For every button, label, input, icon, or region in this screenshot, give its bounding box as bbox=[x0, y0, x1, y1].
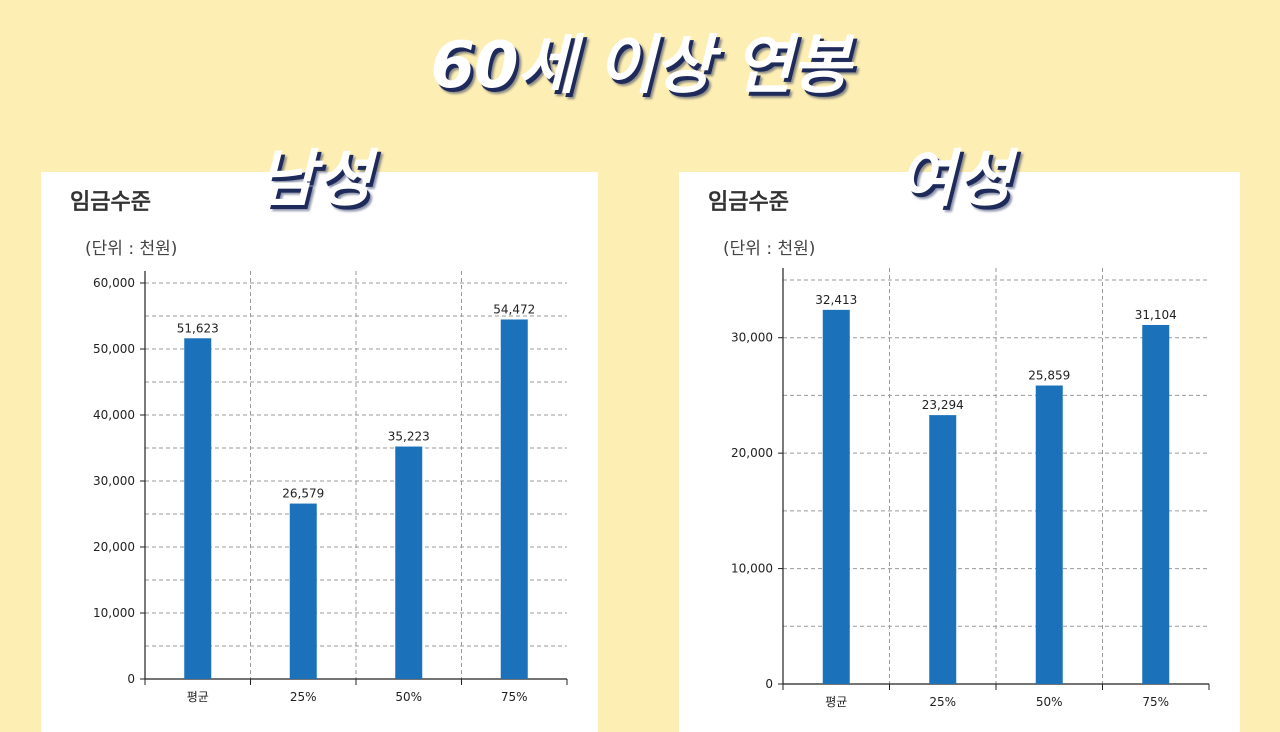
female-y-tick-label: 30,000 bbox=[731, 331, 773, 345]
female-y-tick-label: 0 bbox=[765, 677, 773, 691]
male-category-label: 75% bbox=[501, 690, 528, 704]
female-chart-title: 임금수준 bbox=[708, 190, 789, 215]
male-category-label: 평균 bbox=[187, 690, 209, 704]
female-value-label: 25,859 bbox=[1028, 369, 1070, 383]
female-value-label: 31,104 bbox=[1135, 308, 1177, 322]
male-bar bbox=[184, 338, 212, 679]
female-category-label: 25% bbox=[929, 695, 956, 709]
male-label: 남성 bbox=[258, 142, 373, 215]
female-bar bbox=[822, 309, 850, 684]
male-value-label: 26,579 bbox=[282, 487, 324, 501]
female-category-label: 50% bbox=[1036, 695, 1063, 709]
male-y-tick-label: 10,000 bbox=[93, 606, 135, 620]
female-value-label: 32,413 bbox=[815, 293, 857, 307]
male-y-tick-label: 0 bbox=[127, 672, 135, 686]
male-chart-title: 임금수준 bbox=[70, 190, 151, 215]
female-bar bbox=[929, 415, 957, 684]
female-bar-chart: 0 10,000 20,000 30,000 32,413 평균 23,294 25% 25,8… bbox=[731, 268, 1210, 709]
male-bar bbox=[289, 503, 317, 679]
male-bar bbox=[500, 319, 528, 679]
female-y-tick-label: 20,000 bbox=[731, 446, 773, 460]
page-title: 60세 이상 연봉 bbox=[430, 29, 850, 103]
female-chart-unit: (단위 : 천원) bbox=[723, 239, 816, 259]
female-bar bbox=[1035, 385, 1063, 684]
male-y-tick-label: 40,000 bbox=[93, 408, 135, 422]
male-value-label: 35,223 bbox=[388, 430, 430, 444]
male-chart-unit: (단위 : 천원) bbox=[85, 239, 178, 259]
male-chart-panel: 임금수준 (단위 : 천원) 0 10,000 20,000 30,000 40,000… bbox=[41, 172, 598, 732]
female-y-tick-label: 10,000 bbox=[731, 562, 773, 576]
female-category-label: 75% bbox=[1142, 695, 1169, 709]
male-category-label: 25% bbox=[290, 690, 317, 704]
female-bar bbox=[1142, 324, 1170, 684]
female-value-label: 23,294 bbox=[922, 398, 964, 412]
male-category-label: 50% bbox=[395, 690, 422, 704]
male-y-tick-label: 20,000 bbox=[93, 540, 135, 554]
male-value-label: 51,623 bbox=[177, 321, 219, 335]
female-category-label: 평균 bbox=[825, 695, 847, 709]
female-label: 여성 bbox=[898, 142, 1013, 215]
female-chart-panel: 임금수준 (단위 : 천원) 0 10,000 20,000 30,000 32,413… bbox=[679, 172, 1240, 732]
male-y-tick-label: 50,000 bbox=[93, 342, 135, 356]
male-bar-chart: 0 10,000 20,000 30,000 40,000 50,000 60,000 51,… bbox=[93, 271, 568, 704]
male-y-tick-label: 60,000 bbox=[93, 276, 135, 290]
male-value-label: 54,472 bbox=[493, 302, 535, 316]
male-bar bbox=[395, 446, 423, 679]
male-y-tick-label: 30,000 bbox=[93, 474, 135, 488]
